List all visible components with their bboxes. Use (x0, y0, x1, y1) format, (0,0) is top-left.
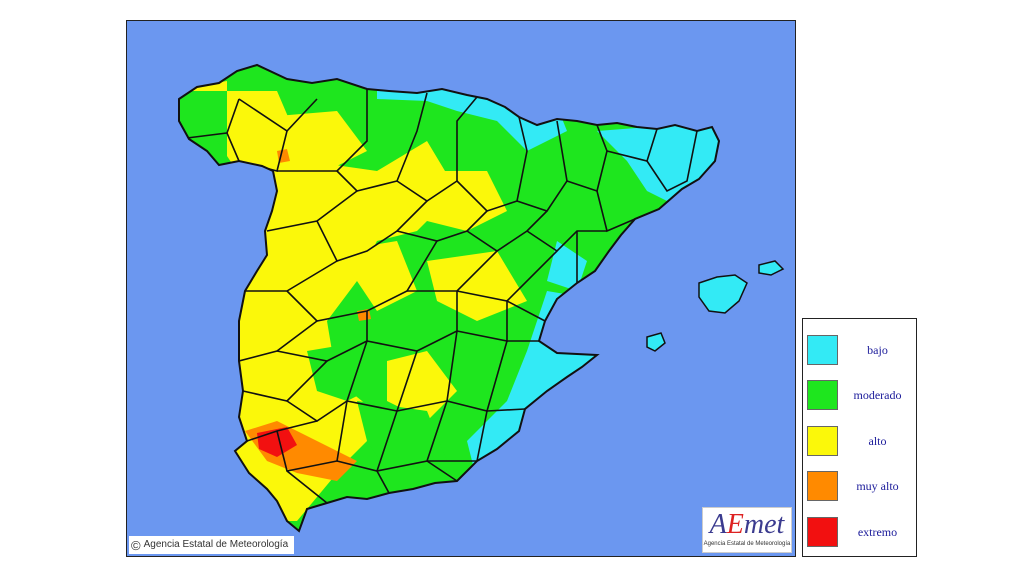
baleares-ibiza (646, 332, 666, 352)
legend-label: moderado (853, 388, 902, 402)
legend-label: bajo (867, 343, 888, 357)
legend-swatch (807, 517, 838, 547)
legend-item-moderado: moderado (803, 380, 916, 416)
legend-label: extremo (857, 525, 898, 539)
legend-swatch (807, 471, 838, 501)
legend-item-extremo: extremo (803, 517, 916, 553)
legend-label: muy alto (856, 479, 899, 493)
copyright-notice: © Agencia Estatal de Meteorología (129, 536, 295, 554)
legend-item-alto: alto (803, 426, 916, 462)
legend-swatch (807, 426, 838, 456)
legend-item-muy-alto: muy alto (803, 471, 916, 507)
legend-item-bajo: bajo (803, 335, 916, 371)
legend-swatch (807, 335, 838, 365)
copyright-icon: © (131, 537, 141, 553)
baleares-mallorca (698, 274, 748, 314)
aemet-logo-subtitle: Agencia Estatal de Meteorología (703, 541, 791, 547)
spain-map-svg (178, 64, 785, 532)
legend-label: alto (868, 434, 887, 448)
map-legend: bajo moderado alto muy alto extremo (802, 318, 917, 557)
aemet-logo: AEmet Agencia Estatal de Meteorología (702, 507, 792, 553)
copyright-text: Agencia Estatal de Meteorología (143, 539, 289, 550)
legend-swatch (807, 380, 838, 410)
risk-map: © Agencia Estatal de Meteorología AEmet … (126, 20, 796, 557)
aemet-logo-wordmark: AEmet (709, 509, 785, 540)
baleares-menorca (758, 260, 785, 276)
